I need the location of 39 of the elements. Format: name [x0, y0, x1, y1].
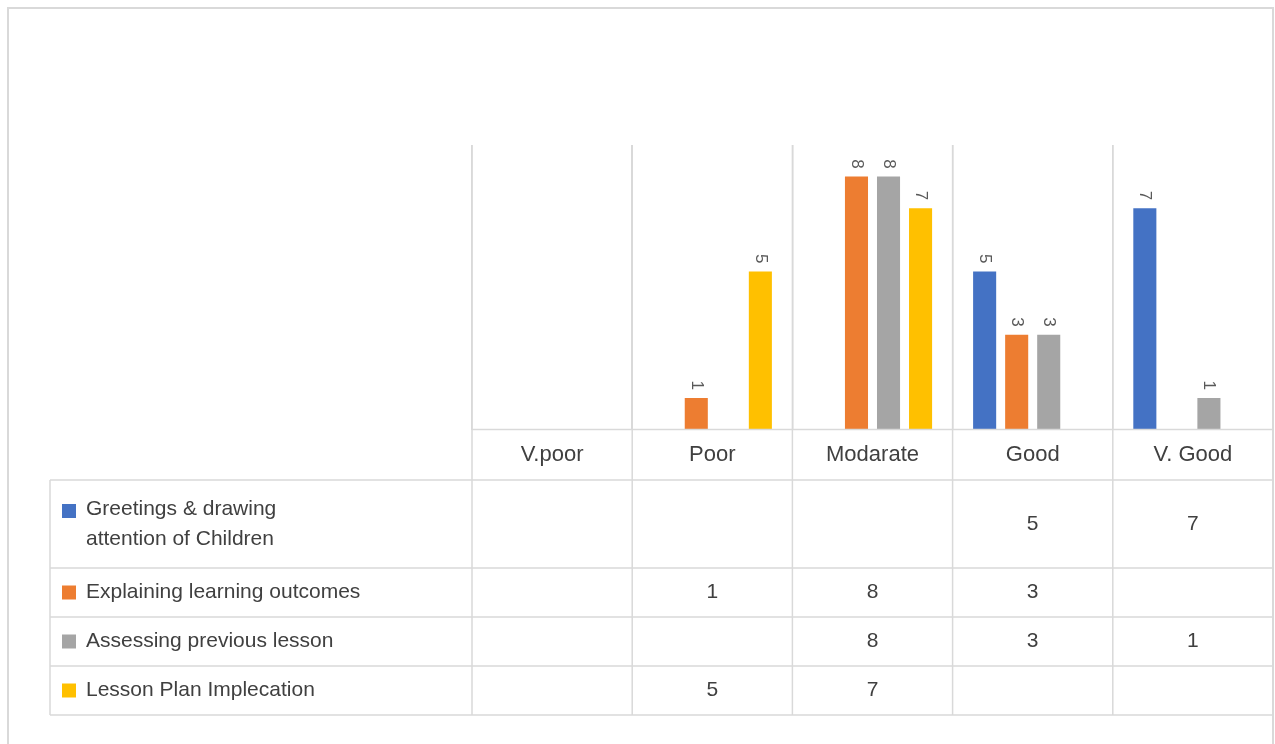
legend-label: Assessing previous lesson [86, 628, 334, 652]
text: 7 [911, 190, 931, 201]
text: 3 [1007, 317, 1027, 327]
bar [844, 176, 869, 430]
x-tick-label: Good [1005, 440, 1060, 466]
x-tick-label: Modarate [826, 440, 919, 466]
text: 8 [879, 159, 899, 169]
data-label: 1 [1187, 628, 1199, 652]
bar [909, 208, 933, 430]
text: 8 [847, 159, 867, 169]
bar [1197, 397, 1221, 430]
x-tick-label: Poor [689, 440, 736, 466]
bar [1005, 334, 1029, 430]
bar [748, 271, 772, 430]
text: 1 [687, 380, 707, 390]
text: 7 [1136, 190, 1156, 201]
data-label: 7 [866, 677, 879, 701]
data-label: 3 [1026, 628, 1039, 652]
text: 5 [975, 254, 995, 264]
text: 5 [751, 254, 771, 264]
data-label: 8 [866, 628, 879, 652]
bar [876, 176, 901, 430]
text: 3 [1040, 317, 1060, 327]
text: 1 [1200, 380, 1220, 390]
x-tick-label: V.poor [520, 440, 584, 466]
data-label: 8 [866, 579, 879, 603]
x-tick-label: V. Good [1153, 440, 1233, 466]
bar [1133, 208, 1157, 430]
bar [973, 271, 997, 430]
legend-label: Greetings & drawing attention of Children [86, 495, 277, 549]
data-label: 3 [1026, 579, 1039, 603]
legend-label: Explaining learning outcomes [86, 579, 361, 603]
data-label: 5 [1026, 510, 1039, 534]
bar [1037, 334, 1061, 430]
data-label: 7 [1187, 510, 1199, 534]
legend-label: Lesson Plan Implecation [86, 677, 315, 701]
bar [684, 397, 708, 430]
data-label: 5 [706, 677, 719, 701]
data-label: 1 [706, 579, 719, 603]
